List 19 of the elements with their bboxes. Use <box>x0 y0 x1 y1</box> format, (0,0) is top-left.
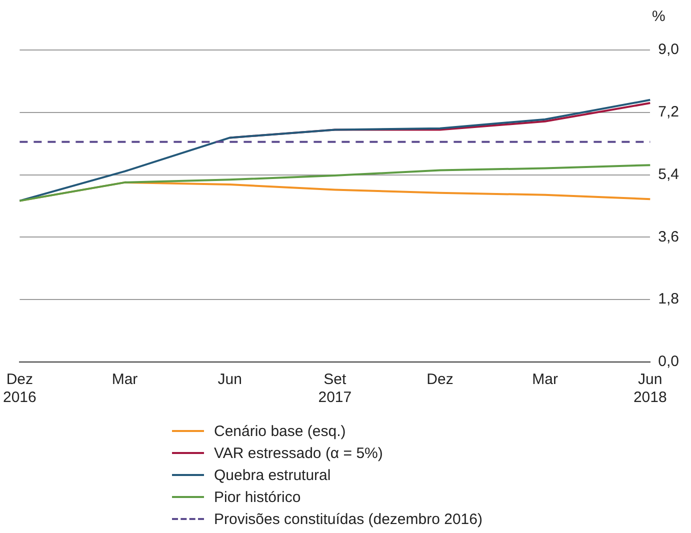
y-tick-label: 3,6 <box>658 228 680 246</box>
y-tick-label: 7,2 <box>658 104 680 121</box>
x-tick-label: Mar <box>112 371 138 388</box>
x-tick-label: Mar <box>532 371 558 388</box>
x-tick-label: Jun 2018 <box>633 371 667 406</box>
legend-label: Cenário base (esq.) <box>214 422 346 440</box>
legend-label: Provisões constituídas (dezembro 2016) <box>214 510 482 528</box>
y-tick-label: 5,4 <box>658 166 680 183</box>
x-tick-label: Dez <box>426 371 454 388</box>
legend-label: Pior histórico <box>214 488 301 506</box>
legend-label: Quebra estrutural <box>214 466 331 484</box>
x-tick-label: Jun <box>218 371 242 388</box>
y-axis-title: % <box>652 8 666 25</box>
legend-label: VAR estressado (α = 5%) <box>214 444 383 462</box>
y-tick-label: 9,0 <box>658 41 680 58</box>
y-tick-label: 0,0 <box>658 353 680 370</box>
x-tick-label: Dez 2016 <box>2 371 36 406</box>
x-tick-label: Set 2017 <box>318 371 352 406</box>
y-tick-label: 1,8 <box>658 290 680 308</box>
